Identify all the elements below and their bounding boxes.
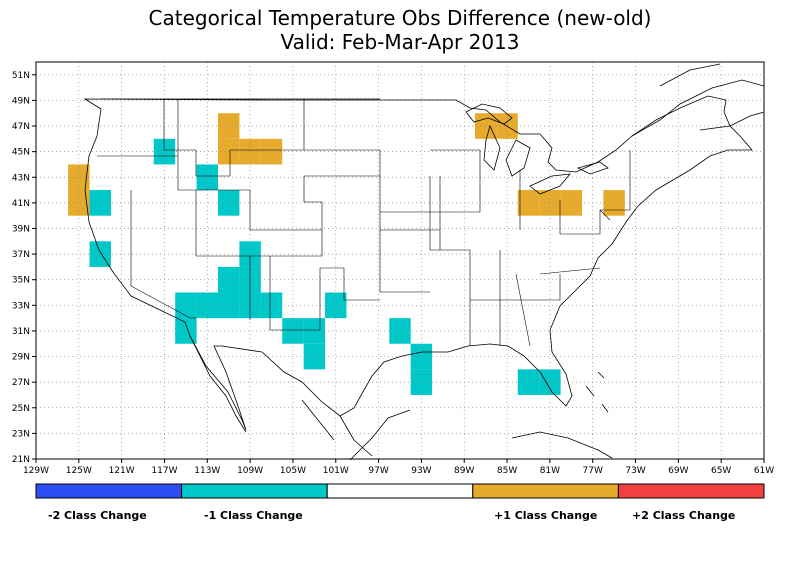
lon-tick-label: 109W [237, 466, 263, 476]
map-frame [35, 61, 765, 460]
lon-tick-label: 65W [711, 466, 731, 476]
lat-tick-label: 45N [12, 148, 30, 158]
cuba [511, 431, 613, 459]
lon-tick-label: 89W [454, 466, 474, 476]
anomaly-cell [325, 292, 347, 319]
lat-tick-label: 33N [12, 301, 30, 311]
legend-label-plus2: +2 Class Change [632, 509, 736, 522]
lon-tick-label: 121W [109, 466, 135, 476]
lon-tick-label: 101W [323, 466, 349, 476]
lat-tick-label: 43N [12, 173, 30, 183]
lon-tick-label: 125W [66, 466, 92, 476]
legend-label-minus2: -2 Class Change [48, 509, 147, 522]
lon-tick-label: 113W [194, 466, 220, 476]
map-title: Categorical Temperature Obs Difference (… [148, 6, 652, 30]
anomaly-cell [239, 138, 261, 165]
state-borders [97, 99, 631, 347]
anomaly-cell [303, 318, 326, 344]
state-lines [97, 99, 631, 347]
lon-tick-label: 73W [625, 466, 645, 476]
anomaly-cell [303, 343, 326, 370]
legend-label-plus1: +1 Class Change [494, 509, 598, 522]
bahamas [585, 371, 609, 413]
anomaly-cell [196, 292, 218, 319]
legend-swatch [617, 483, 765, 499]
lat-tick-label: 49N [12, 96, 30, 106]
anomaly-cell [175, 318, 197, 344]
anomaly-cell [196, 164, 218, 191]
lon-tick-label: 77W [583, 466, 603, 476]
anomaly-cell [260, 138, 283, 165]
lon-tick-label: 69W [668, 466, 688, 476]
longitude-tick-labels: 129W 125W 121W 117W 113W 109W 105W 101W 97W 93W 89… [23, 459, 774, 476]
lat-tick-label: 51N [12, 71, 30, 81]
legend-swatch [326, 483, 474, 499]
lat-tick-label: 39N [12, 224, 30, 234]
lon-tick-label: 81W [540, 466, 560, 476]
lat-tick-label: 23N [12, 429, 30, 439]
map-subtitle: Valid: Feb-Mar-Apr 2013 [280, 30, 520, 54]
lon-tick-label: 93W [411, 466, 431, 476]
great-lakes [465, 103, 609, 195]
lon-tick-label: 97W [368, 466, 388, 476]
legend-label-minus1: -1 Class Change [204, 509, 303, 522]
legend-swatch [472, 483, 619, 499]
lat-lon-grid [35, 62, 765, 460]
legend-swatch [181, 483, 328, 499]
latitude-tick-labels: 21N 23N 25N 27N 29N 31N 33N 35N 37N 39N 41N 43N 45N 4… [12, 71, 36, 465]
lon-tick-label: 85W [497, 466, 517, 476]
color-legend [35, 483, 765, 499]
legend-swatch [35, 483, 183, 499]
anomaly-cell [560, 190, 582, 216]
lat-tick-label: 47N [12, 122, 30, 132]
lat-tick-label: 25N [12, 404, 30, 414]
lat-tick-label: 41N [12, 199, 30, 209]
anomaly-cell [603, 190, 625, 216]
geography-outlines [83, 63, 765, 461]
lat-tick-label: 21N [12, 455, 30, 465]
canada-coast [631, 63, 765, 137]
lon-tick-label: 117W [151, 466, 177, 476]
lat-tick-label: 29N [12, 353, 30, 363]
anomaly-cells [68, 113, 625, 395]
lon-tick-label: 61W [754, 466, 774, 476]
lat-tick-label: 31N [12, 327, 30, 337]
anomaly-cell [410, 343, 433, 370]
anomaly-cell [474, 113, 497, 139]
lon-tick-label: 129W [23, 466, 49, 476]
lon-tick-label: 105W [280, 466, 306, 476]
anomaly-cell [68, 164, 90, 191]
lat-tick-label: 37N [12, 250, 30, 260]
mexico-coast [189, 335, 411, 461]
anomaly-cell [175, 292, 197, 319]
anomaly-cell [260, 292, 283, 319]
lat-tick-label: 27N [12, 378, 30, 388]
lat-tick-label: 35N [12, 276, 30, 286]
